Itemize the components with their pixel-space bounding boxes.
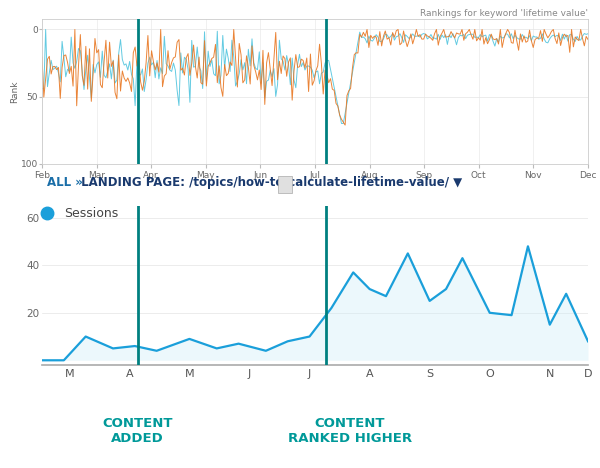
Text: ALL »: ALL » bbox=[47, 176, 88, 189]
Text: Sessions: Sessions bbox=[64, 206, 118, 219]
Bar bbox=[278, 176, 292, 193]
Y-axis label: Rank: Rank bbox=[10, 80, 19, 102]
Text: Rankings for keyword 'lifetime value': Rankings for keyword 'lifetime value' bbox=[420, 9, 588, 18]
Text: CONTENT
ADDED: CONTENT ADDED bbox=[103, 417, 173, 445]
Text: CONTENT
RANKED HIGHER: CONTENT RANKED HIGHER bbox=[288, 417, 412, 445]
Text: LANDING PAGE: /topics/how-to-calculate-lifetime-value/ ▼: LANDING PAGE: /topics/how-to-calculate-l… bbox=[77, 176, 463, 189]
